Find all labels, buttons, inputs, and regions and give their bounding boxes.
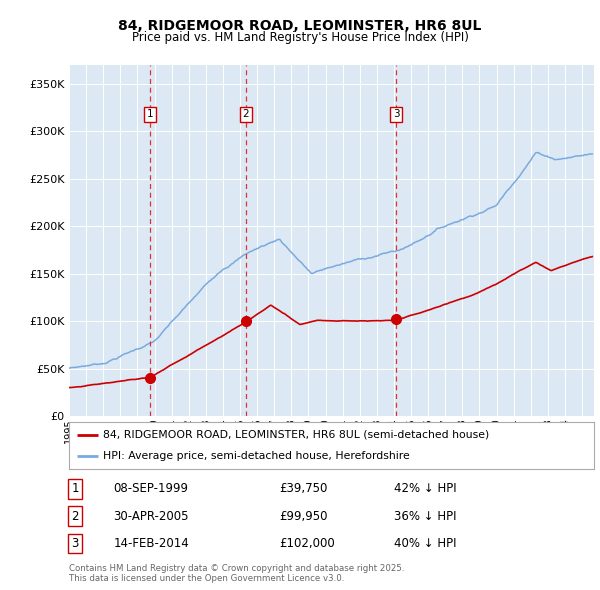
Text: This data is licensed under the Open Government Licence v3.0.: This data is licensed under the Open Gov… xyxy=(69,573,344,582)
Text: 3: 3 xyxy=(71,537,79,550)
Text: £99,950: £99,950 xyxy=(279,510,328,523)
Text: 2: 2 xyxy=(242,109,249,119)
Text: 42% ↓ HPI: 42% ↓ HPI xyxy=(395,483,457,496)
Text: 2: 2 xyxy=(71,510,79,523)
Text: 3: 3 xyxy=(392,109,399,119)
Text: 1: 1 xyxy=(147,109,154,119)
Text: £102,000: £102,000 xyxy=(279,537,335,550)
Text: Contains HM Land Registry data © Crown copyright and database right 2025.: Contains HM Land Registry data © Crown c… xyxy=(69,563,404,572)
Text: 14-FEB-2014: 14-FEB-2014 xyxy=(113,537,190,550)
Text: 84, RIDGEMOOR ROAD, LEOMINSTER, HR6 8UL (semi-detached house): 84, RIDGEMOOR ROAD, LEOMINSTER, HR6 8UL … xyxy=(103,430,490,440)
Text: 84, RIDGEMOOR ROAD, LEOMINSTER, HR6 8UL: 84, RIDGEMOOR ROAD, LEOMINSTER, HR6 8UL xyxy=(118,19,482,33)
Text: 30-APR-2005: 30-APR-2005 xyxy=(113,510,189,523)
Text: 36% ↓ HPI: 36% ↓ HPI xyxy=(395,510,457,523)
Text: 1: 1 xyxy=(71,483,79,496)
Text: £39,750: £39,750 xyxy=(279,483,328,496)
Text: Price paid vs. HM Land Registry's House Price Index (HPI): Price paid vs. HM Land Registry's House … xyxy=(131,31,469,44)
Text: HPI: Average price, semi-detached house, Herefordshire: HPI: Average price, semi-detached house,… xyxy=(103,451,410,461)
Text: 08-SEP-1999: 08-SEP-1999 xyxy=(113,483,188,496)
Text: 40% ↓ HPI: 40% ↓ HPI xyxy=(395,537,457,550)
